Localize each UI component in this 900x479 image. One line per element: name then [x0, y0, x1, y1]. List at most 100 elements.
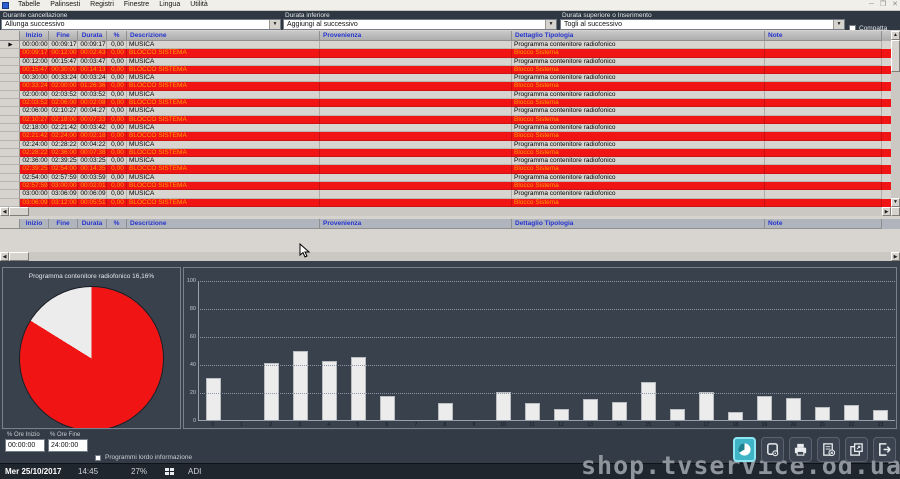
bar[interactable] [438, 403, 453, 420]
bar[interactable] [757, 396, 772, 420]
bar[interactable] [844, 404, 859, 420]
close-button[interactable]: ✕ [892, 1, 898, 8]
bar[interactable] [873, 410, 888, 420]
row-selector[interactable] [0, 107, 20, 116]
column-header[interactable]: Descrizione [127, 219, 320, 229]
scrollbar-thumb[interactable] [891, 40, 900, 72]
scrollbar-thumb[interactable] [9, 252, 29, 261]
table-row[interactable]: 02:03:52 02:06:00 00:02:08 0,00 BLOCCO SISTE… [0, 99, 891, 108]
table-row[interactable]: 00:09:17 00:12:00 00:02:43 0,00 BLOCCO SISTE… [0, 49, 891, 58]
row-selector[interactable] [0, 157, 20, 166]
column-header[interactable]: Dettaglio Tipologia [512, 31, 765, 41]
minimize-button[interactable]: ─ [868, 1, 874, 8]
row-selector[interactable] [0, 65, 20, 75]
column-header[interactable]: Note [765, 219, 882, 229]
table-row[interactable]: 02:10:27 02:18:00 00:07:33 0,00 BLOCCO SISTE… [0, 115, 891, 124]
menu-item-tabelle[interactable]: Tabelle [18, 1, 41, 8]
bar[interactable] [206, 378, 221, 420]
bar[interactable] [786, 397, 801, 420]
bar[interactable] [699, 392, 714, 420]
chevron-down-icon[interactable]: ▼ [833, 20, 844, 29]
column-header[interactable]: Durata [78, 219, 107, 229]
bar[interactable] [554, 408, 569, 420]
table-row[interactable]: 02:54:00 02:57:59 00:03:59 0,00 MUSICA Progra… [0, 173, 891, 183]
row-selector[interactable] [0, 90, 20, 100]
table-row[interactable]: 03:06:09 03:12:00 00:05:51 0,00 BLOCCO SISTE… [0, 198, 891, 207]
column-header[interactable]: Fine [49, 31, 78, 41]
bar[interactable] [670, 408, 685, 420]
row-selector[interactable] [0, 148, 20, 158]
delete-report-button[interactable] [817, 437, 840, 462]
column-header[interactable]: Dettaglio Tipologia [512, 219, 765, 229]
table-row[interactable]: ▶ 00:00:00 00:09:17 00:09:17 0,00 MUSICA Progr… [0, 41, 891, 50]
column-header[interactable]: Provenienza [320, 31, 512, 41]
durata-superiore-select[interactable]: Togli al successivo ▼ [560, 19, 845, 30]
row-selector[interactable] [0, 49, 20, 58]
scroll-up-icon[interactable]: ▲ [891, 31, 900, 40]
vertical-scrollbar[interactable]: ▲ ▼ [891, 31, 900, 207]
programmi-lordo-checkbox[interactable] [95, 455, 101, 461]
chart-settings-button[interactable] [761, 437, 784, 462]
scroll-left-icon[interactable]: ◀ [0, 207, 9, 216]
table-row[interactable]: 02:24:00 02:28:22 00:04:22 0,00 MUSICA Progra… [0, 140, 891, 149]
bar[interactable] [293, 351, 308, 420]
table-row[interactable]: 02:21:42 02:24:00 00:02:18 0,00 BLOCCO SISTE… [0, 132, 891, 141]
column-header[interactable]: Descrizione [127, 31, 320, 41]
scrollbar-thumb[interactable] [9, 207, 29, 216]
durata-inferiore-select[interactable]: Aggiungi al successivo ▼ [283, 19, 557, 30]
column-header[interactable]: Inizio [20, 219, 49, 229]
horizontal-scrollbar-main[interactable]: ◀ ▶ [0, 207, 891, 216]
row-selector[interactable] [0, 198, 20, 207]
chevron-down-icon[interactable]: ▼ [269, 20, 280, 29]
durante-cancellazione-select[interactable]: Allunga successivo ▼ [1, 19, 281, 30]
column-header[interactable]: Provenienza [320, 219, 512, 229]
restore-button[interactable]: ❐ [879, 1, 887, 8]
column-header[interactable]: % [107, 219, 127, 229]
row-selector[interactable]: ▶ [0, 41, 20, 50]
bar[interactable] [641, 382, 656, 420]
row-selector[interactable] [0, 190, 20, 199]
bar[interactable] [380, 396, 395, 420]
table-row[interactable]: 02:36:00 02:39:25 00:03:25 0,00 MUSICA Progra… [0, 157, 891, 166]
column-header[interactable]: Note [765, 31, 882, 41]
row-selector[interactable] [0, 182, 20, 191]
row-selector[interactable] [0, 165, 20, 174]
menu-item-lingua[interactable]: Lingua [159, 1, 181, 8]
menu-item-palinsesti[interactable]: Palinsesti [50, 1, 81, 8]
menu-item-utilità[interactable]: Utilità [190, 1, 208, 8]
horizontal-scrollbar-secondary[interactable]: ◀ ▶ [0, 252, 900, 261]
bar[interactable] [583, 399, 598, 420]
row-selector[interactable] [0, 132, 20, 141]
bar[interactable] [612, 401, 627, 420]
table-row[interactable]: 00:15:47 00:30:00 00:14:13 0,00 BLOCCO SISTE… [0, 65, 891, 75]
row-selector[interactable] [0, 74, 20, 83]
table-row[interactable]: 03:00:00 03:06:09 00:06:09 0,00 MUSICA Progra… [0, 190, 891, 199]
table-row[interactable]: 00:30:00 00:33:24 00:03:24 0,00 MUSICA Progra… [0, 74, 891, 83]
table-row[interactable]: 02:06:00 02:10:27 00:04:27 0,00 MUSICA Progra… [0, 107, 891, 116]
column-header[interactable]: Durata [78, 31, 107, 41]
scroll-right-icon[interactable]: ▶ [891, 252, 900, 261]
table-row[interactable]: 02:28:22 02:36:00 00:07:38 0,00 BLOCCO SISTE… [0, 148, 891, 158]
bar[interactable] [351, 357, 366, 420]
row-selector[interactable] [0, 140, 20, 149]
row-selector[interactable] [0, 82, 20, 91]
row-selector[interactable] [0, 99, 20, 108]
table-row[interactable]: 00:33:24 02:00:00 01:26:36 0,00 BLOCCO SISTE… [0, 82, 891, 91]
table-row[interactable]: 02:57:59 03:00:00 00:02:01 0,00 BLOCCO SISTE… [0, 182, 891, 191]
menu-item-finestre[interactable]: Finestre [123, 1, 150, 8]
column-header[interactable]: Inizio [20, 31, 49, 41]
ore-inizio-input[interactable] [5, 439, 45, 452]
bar[interactable] [728, 411, 743, 420]
pie-chart-button[interactable] [733, 437, 756, 462]
bar[interactable] [815, 407, 830, 420]
column-header[interactable]: % [107, 31, 127, 41]
print-button[interactable] [789, 437, 812, 462]
table-row[interactable]: 02:00:00 02:03:52 00:03:52 0,00 MUSICA Progra… [0, 90, 891, 100]
row-selector[interactable] [0, 57, 20, 66]
table-row[interactable]: 02:18:00 02:21:42 00:03:42 0,00 MUSICA Progra… [0, 123, 891, 133]
bar[interactable] [322, 361, 337, 420]
menu-item-registri[interactable]: Registri [90, 1, 114, 8]
scroll-left-icon[interactable]: ◀ [0, 252, 9, 261]
table-row[interactable]: 02:39:25 02:54:00 00:14:35 0,00 BLOCCO SISTE… [0, 165, 891, 174]
scroll-right-icon[interactable]: ▶ [882, 207, 891, 216]
